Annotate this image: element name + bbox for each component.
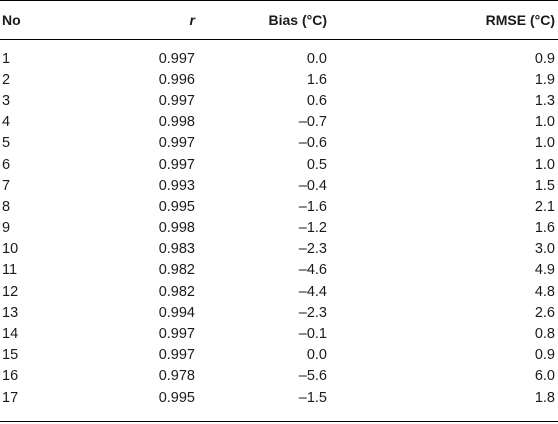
cell-bias: –0.4 xyxy=(298,177,327,194)
cell-r: 0.995 xyxy=(158,198,195,215)
header-no: No xyxy=(2,11,21,28)
cell-rmse: 6.0 xyxy=(534,368,555,385)
table-row: 7 0.993 –0.4 1.5 xyxy=(0,175,558,196)
cell-r: 0.997 xyxy=(158,92,195,109)
cell-r: 0.995 xyxy=(158,389,195,406)
cell-rmse: 1.9 xyxy=(534,71,555,88)
table-row: 11 0.982 –4.6 4.9 xyxy=(0,260,558,281)
cell-no: 17 xyxy=(2,389,19,406)
cell-rmse: 0.9 xyxy=(534,50,555,67)
table-row: 12 0.982 –4.4 4.8 xyxy=(0,281,558,302)
table-row: 16 0.978 –5.6 6.0 xyxy=(0,366,558,387)
cell-rmse: 1.8 xyxy=(534,389,555,406)
cell-no: 12 xyxy=(2,283,19,300)
cell-bias: –5.6 xyxy=(298,368,327,385)
cell-no: 6 xyxy=(2,156,11,173)
cell-rmse: 4.9 xyxy=(534,262,555,279)
cell-no: 3 xyxy=(2,92,11,109)
cell-no: 14 xyxy=(2,326,19,343)
cell-bias: 0.0 xyxy=(306,347,327,364)
cell-rmse: 2.6 xyxy=(534,304,555,321)
table-row: 2 0.996 1.6 1.9 xyxy=(0,69,558,90)
cell-rmse: 1.5 xyxy=(534,177,555,194)
cell-bias: –4.6 xyxy=(298,262,327,279)
cell-rmse: 0.8 xyxy=(534,326,555,343)
cell-no: 1 xyxy=(2,50,11,67)
cell-bias: –0.1 xyxy=(298,326,327,343)
table-body: 1 0.997 0.0 0.9 2 0.996 1.6 1.9 3 0.997 0.6 1.3 4 0.9… xyxy=(0,48,558,408)
header-bias: Bias (°C) xyxy=(268,11,328,28)
header-rmse: RMSE (°C) xyxy=(485,11,555,28)
table-row: 8 0.995 –1.6 2.1 xyxy=(0,196,558,217)
cell-r: 0.982 xyxy=(158,283,195,300)
cell-bias: –1.6 xyxy=(298,198,327,215)
table-row: 13 0.994 –2.3 2.6 xyxy=(0,302,558,323)
cell-r: 0.998 xyxy=(158,114,195,131)
cell-rmse: 1.0 xyxy=(534,114,555,131)
cell-r: 0.997 xyxy=(158,347,195,364)
cell-no: 15 xyxy=(2,347,19,364)
table-row: 15 0.997 0.0 0.9 xyxy=(0,345,558,366)
cell-bias: –2.3 xyxy=(298,241,327,258)
cell-bias: 0.5 xyxy=(306,156,327,173)
cell-no: 7 xyxy=(2,177,11,194)
table-row: 14 0.997 –0.1 0.8 xyxy=(0,323,558,344)
cell-r: 0.997 xyxy=(158,156,195,173)
cell-no: 10 xyxy=(2,241,19,258)
cell-rmse: 1.3 xyxy=(534,92,555,109)
cell-bias: –0.7 xyxy=(298,114,327,131)
cell-rmse: 1.6 xyxy=(534,220,555,237)
cell-no: 16 xyxy=(2,368,19,385)
cell-bias: –1.2 xyxy=(298,220,327,237)
table-row: 3 0.997 0.6 1.3 xyxy=(0,90,558,111)
table-header-row: No r Bias (°C) RMSE (°C) xyxy=(0,0,558,39)
cell-bias: 1.6 xyxy=(306,71,327,88)
bottom-rule xyxy=(0,421,558,422)
cell-r: 0.994 xyxy=(158,304,195,321)
cell-r: 0.996 xyxy=(158,71,195,88)
cell-r: 0.998 xyxy=(158,220,195,237)
cell-bias: –1.5 xyxy=(298,389,327,406)
cell-no: 2 xyxy=(2,71,11,88)
cell-no: 11 xyxy=(2,262,18,279)
cell-r: 0.993 xyxy=(158,177,195,194)
cell-no: 4 xyxy=(2,114,11,131)
table-row: 1 0.997 0.0 0.9 xyxy=(0,48,558,69)
cell-r: 0.982 xyxy=(158,262,195,279)
cell-r: 0.997 xyxy=(158,326,195,343)
table-row: 10 0.983 –2.3 3.0 xyxy=(0,239,558,260)
cell-rmse: 0.9 xyxy=(534,347,555,364)
cell-r: 0.983 xyxy=(158,241,195,258)
cell-r: 0.978 xyxy=(158,368,195,385)
table-row: 9 0.998 –1.2 1.6 xyxy=(0,218,558,239)
cell-rmse: 1.0 xyxy=(534,135,555,152)
cell-bias: –4.4 xyxy=(298,283,327,300)
cell-no: 5 xyxy=(2,135,11,152)
table-row: 17 0.995 –1.5 1.8 xyxy=(0,387,558,408)
cell-no: 8 xyxy=(2,198,11,215)
cell-bias: –2.3 xyxy=(298,304,327,321)
cell-no: 9 xyxy=(2,220,11,237)
cell-rmse: 1.0 xyxy=(534,156,555,173)
cell-r: 0.997 xyxy=(158,135,195,152)
cell-bias: –0.6 xyxy=(298,135,327,152)
top-rule xyxy=(0,0,558,1)
cell-rmse: 3.0 xyxy=(534,241,555,258)
table-row: 6 0.997 0.5 1.0 xyxy=(0,154,558,175)
cell-r: 0.997 xyxy=(158,50,195,67)
table-row: 5 0.997 –0.6 1.0 xyxy=(0,133,558,154)
cell-bias: 0.0 xyxy=(306,50,327,67)
header-rule xyxy=(0,39,558,40)
cell-bias: 0.6 xyxy=(306,92,327,109)
table-row: 4 0.998 –0.7 1.0 xyxy=(0,112,558,133)
cell-no: 13 xyxy=(2,304,19,321)
cell-rmse: 4.8 xyxy=(534,283,555,300)
header-r: r xyxy=(189,11,195,28)
cell-rmse: 2.1 xyxy=(534,198,555,215)
